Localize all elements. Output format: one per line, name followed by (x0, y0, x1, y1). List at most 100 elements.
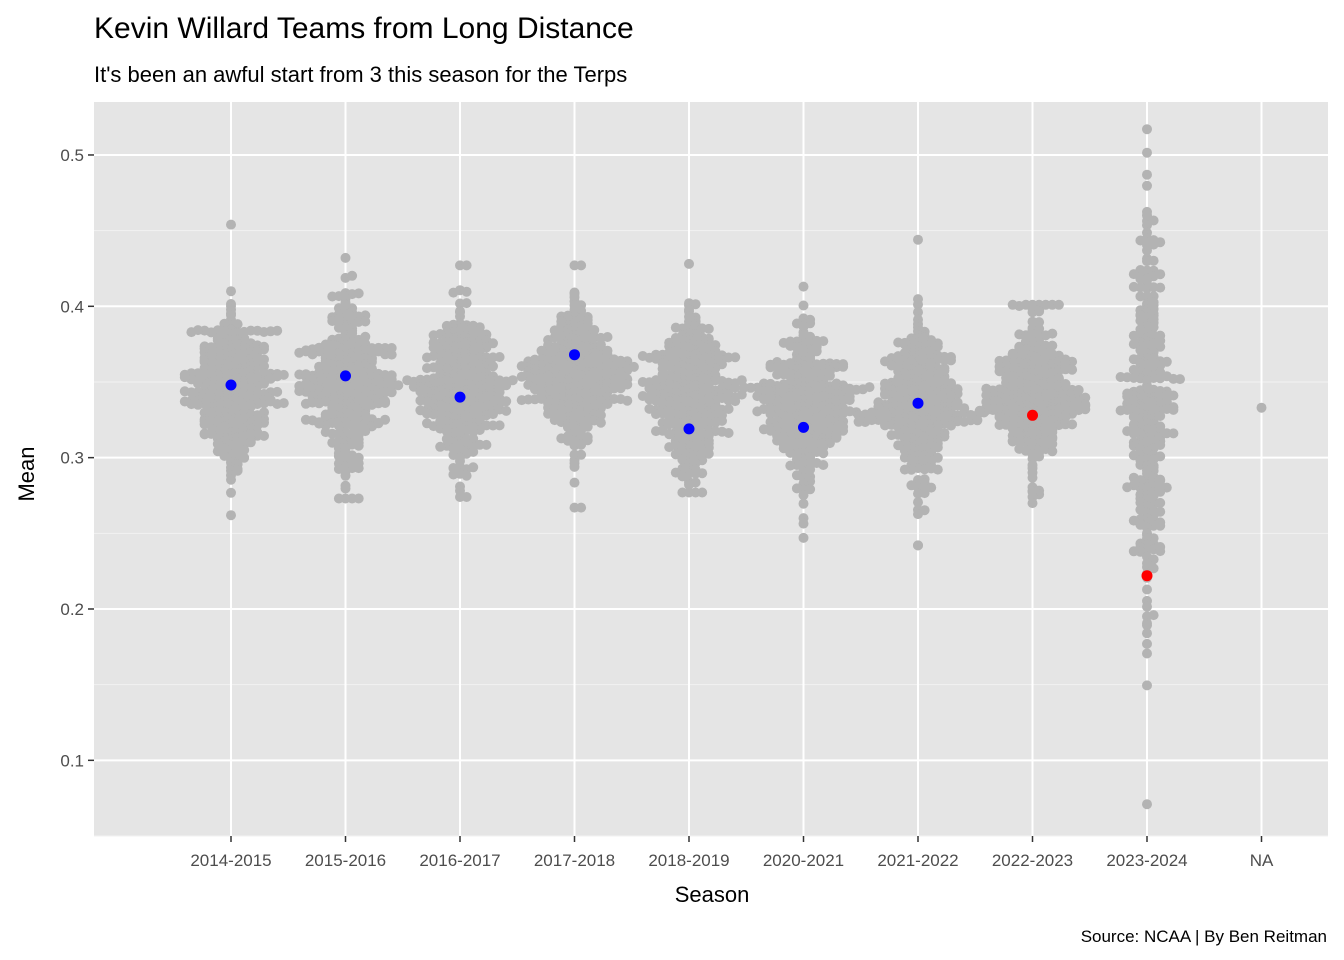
team-point (946, 420, 956, 431)
team-point (932, 464, 943, 475)
team-point (226, 510, 236, 521)
team-point (1128, 281, 1139, 292)
team-point (441, 426, 452, 437)
team-point (972, 415, 983, 426)
team-point (946, 355, 956, 366)
team-point (1007, 299, 1018, 310)
team-point (798, 532, 809, 543)
team-point (1122, 482, 1133, 493)
team-point (919, 488, 930, 499)
x-tick-label: 2020-2021 (763, 851, 844, 870)
team-point (1142, 680, 1152, 691)
team-point (494, 420, 505, 431)
team-point (353, 440, 364, 451)
team-point (516, 361, 527, 372)
team-point (422, 396, 432, 407)
team-point (913, 299, 923, 310)
team-point (300, 398, 311, 409)
team-point (259, 378, 269, 389)
team-point (386, 387, 397, 398)
team-point (913, 540, 923, 551)
team-point (844, 395, 855, 406)
team-point (677, 471, 688, 482)
team-point (1007, 436, 1018, 447)
team-point (340, 470, 351, 481)
team-point (428, 330, 439, 341)
team-point (327, 316, 338, 326)
team-point (494, 352, 505, 362)
team-point (576, 449, 587, 460)
team-point (360, 331, 371, 342)
team-point (1142, 147, 1152, 158)
highlight-point-maryland (1141, 570, 1153, 582)
team-point (589, 325, 600, 335)
team-point (327, 291, 338, 302)
team-point (347, 270, 358, 281)
team-point (772, 369, 783, 380)
team-point (1128, 546, 1139, 557)
team-point (926, 482, 937, 493)
highlight-point-willard_other (340, 370, 351, 382)
team-points (179, 124, 1267, 810)
team-point (428, 342, 439, 353)
team-point (320, 427, 331, 438)
team-point (576, 260, 587, 271)
highlight-point-willard_other (454, 391, 466, 403)
team-point (373, 418, 384, 429)
team-point (913, 509, 923, 520)
team-point (684, 258, 694, 269)
team-point (798, 518, 809, 529)
team-point (549, 415, 560, 426)
team-point (1142, 638, 1152, 649)
x-tick-label: 2022-2023 (992, 851, 1073, 870)
team-point (1148, 322, 1159, 333)
team-point (752, 406, 763, 417)
team-point (245, 437, 256, 448)
highlight-point-willard_other (569, 349, 580, 361)
team-point (697, 487, 708, 498)
team-point (488, 409, 498, 420)
team-point (1060, 411, 1071, 422)
team-point (873, 401, 884, 412)
team-point (1256, 402, 1267, 413)
team-point (730, 396, 741, 407)
team-point (864, 382, 875, 393)
team-point (455, 311, 465, 322)
x-tick-label: NA (1250, 851, 1274, 870)
team-point (1155, 520, 1166, 531)
x-axis-ticks: 2014-2015 2015-2016 2016-2017 2017-2018 2018… (190, 836, 1274, 870)
team-point (853, 416, 864, 427)
team-point (805, 484, 816, 495)
team-point (278, 398, 289, 409)
team-point (1067, 364, 1078, 375)
team-point (179, 386, 190, 397)
x-axis-title: Season (675, 882, 750, 907)
team-point (1142, 601, 1152, 612)
team-point (1128, 339, 1139, 350)
team-point (516, 395, 527, 406)
team-point (353, 493, 364, 504)
team-point (717, 415, 727, 426)
team-point (1155, 546, 1166, 557)
team-point (765, 362, 776, 373)
plot-panel (94, 102, 1328, 836)
team-point (1122, 426, 1133, 437)
team-point (488, 361, 498, 372)
team-point (353, 288, 364, 299)
y-axis-title: Mean (14, 446, 39, 501)
team-point (294, 386, 305, 397)
team-point (300, 414, 311, 425)
team-point (1014, 443, 1025, 454)
team-point (670, 322, 681, 333)
team-point (448, 287, 459, 298)
team-point (886, 430, 897, 441)
team-point (333, 451, 344, 462)
team-point (730, 352, 741, 363)
team-point (1142, 584, 1152, 595)
team-point (690, 468, 701, 479)
team-point (562, 422, 573, 433)
team-point (422, 418, 432, 429)
team-point (739, 382, 750, 393)
team-point (818, 336, 829, 347)
